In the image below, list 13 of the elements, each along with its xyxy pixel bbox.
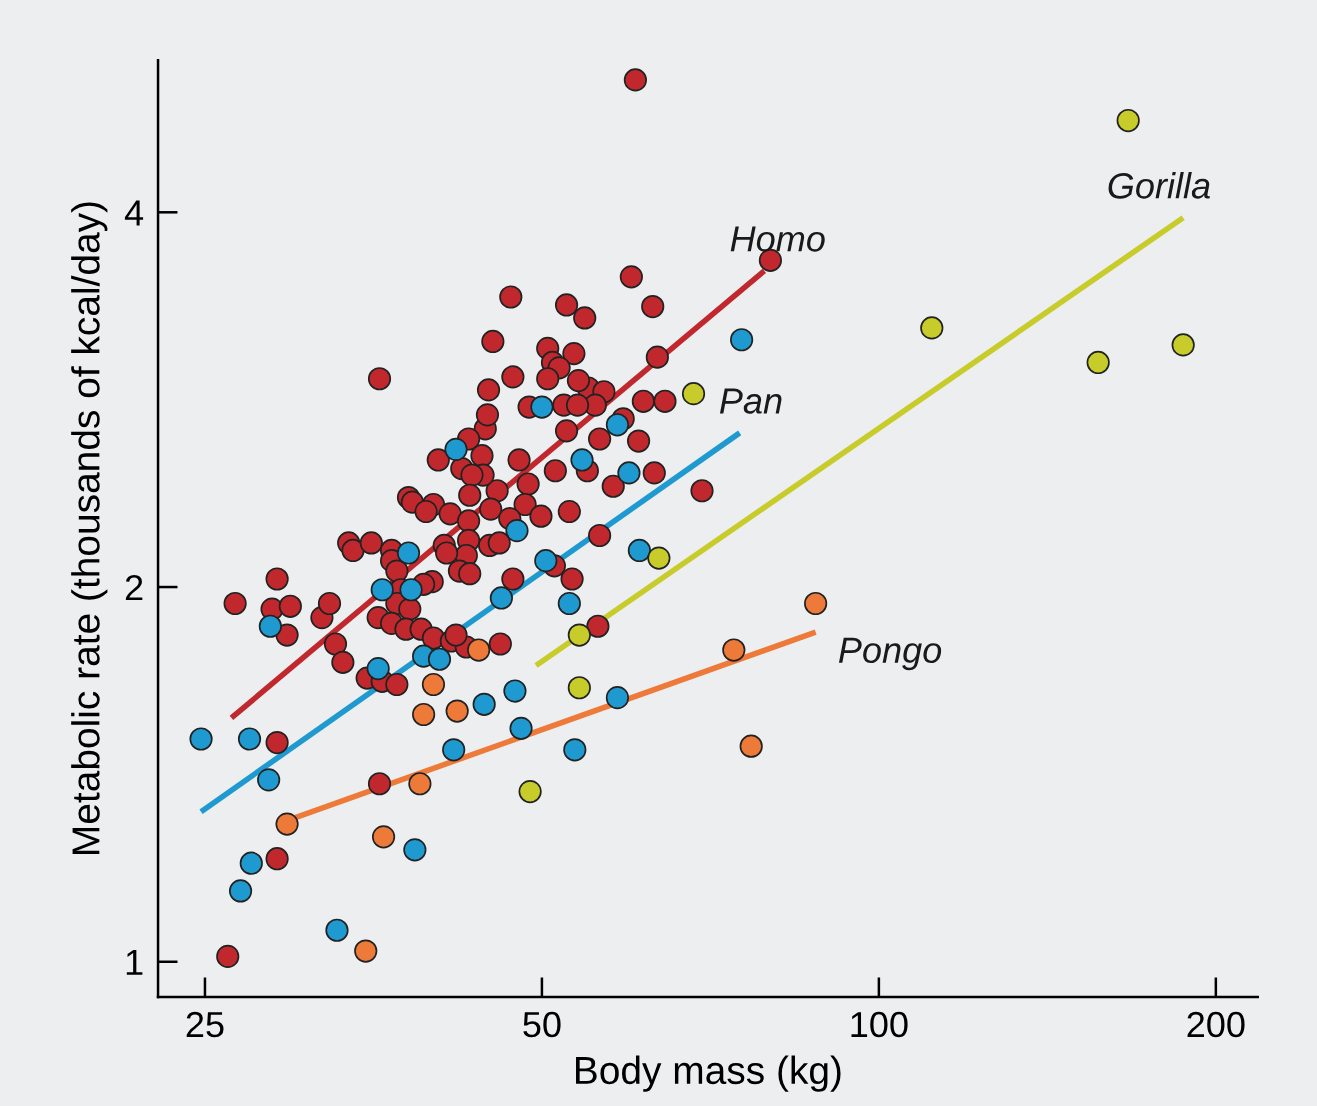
x-tick-label: 25 — [186, 1011, 224, 1038]
series-label: Homo — [730, 226, 825, 252]
y-tick-label: 4 — [124, 200, 144, 226]
series-label: Pongo — [838, 637, 942, 671]
series-label: Gorilla — [1108, 172, 1210, 199]
y-axis-title: Metabolic rate (thousands of kcal/day) — [71, 202, 108, 854]
series-label: Pan — [719, 388, 782, 414]
x-axis-title: Body mass (kg) — [576, 1055, 841, 1092]
y-tick-label: 1 — [126, 950, 143, 975]
x-tick-label: 100 — [851, 1011, 908, 1038]
x-tick-label: 200 — [1187, 1011, 1245, 1038]
y-tick-label: 2 — [125, 574, 143, 601]
x-tick-label: 50 — [523, 1011, 561, 1038]
